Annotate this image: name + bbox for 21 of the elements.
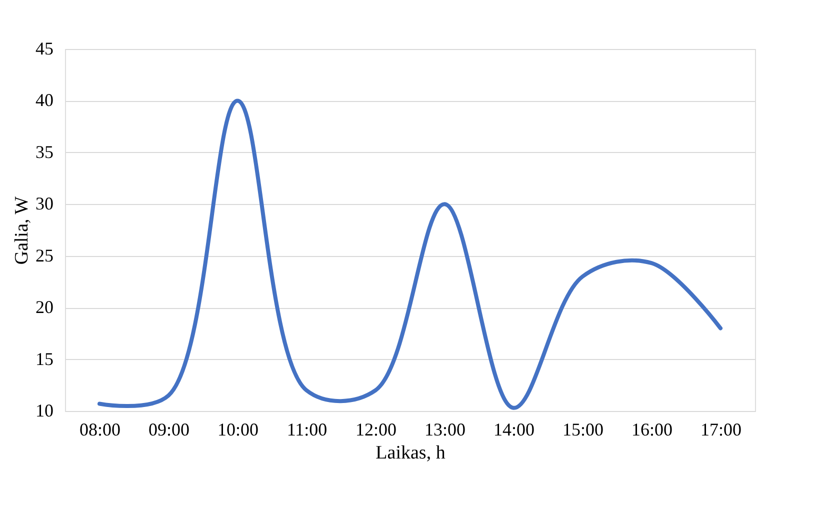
y-tick-label: 10 — [36, 400, 54, 420]
x-tick-label: 14:00 — [493, 420, 535, 440]
x-tick-label: 15:00 — [562, 420, 604, 440]
y-tick-label: 45 — [36, 38, 54, 58]
x-tick-label: 17:00 — [700, 420, 742, 440]
x-tick-label: 11:00 — [286, 420, 328, 440]
y-tick-label: 15 — [36, 348, 54, 369]
x-tick-label: 09:00 — [148, 420, 190, 440]
y-tick-label: 30 — [36, 194, 54, 214]
y-tick-label: 40 — [36, 90, 54, 110]
x-tick-label: 10:00 — [217, 420, 259, 440]
x-tick-label: 08:00 — [79, 420, 121, 440]
y-tick-label: 35 — [36, 142, 54, 162]
y-axis-title: Galia, W — [12, 196, 32, 265]
x-axis-title: Laikas, h — [376, 442, 446, 464]
x-tick-label: 16:00 — [631, 420, 673, 440]
line-series — [98, 98, 722, 410]
x-tick-label: 13:00 — [424, 420, 466, 440]
y-tick-label: 20 — [36, 297, 54, 318]
y-tick-label: 25 — [36, 245, 54, 266]
x-tick-label: 12:00 — [355, 420, 397, 440]
